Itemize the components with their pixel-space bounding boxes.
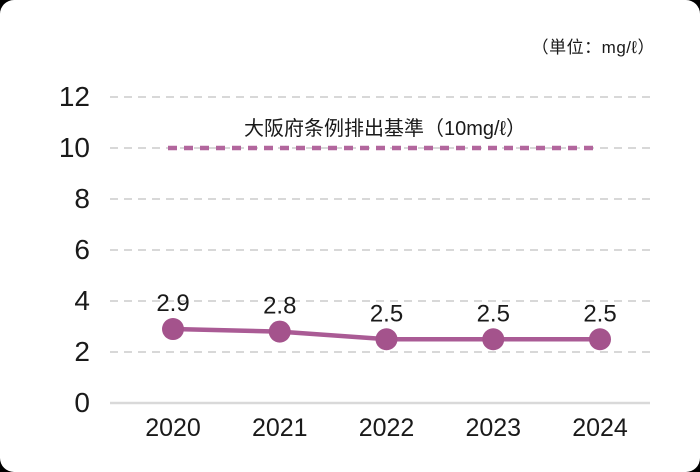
data-point-label: 2.8 [263,293,296,320]
y-tick-label: 0 [74,387,90,418]
reference-line-label: 大阪府条例排出基準（10mg/ℓ） [243,118,527,140]
x-tick-label: 2023 [465,414,521,442]
x-tick-label: 2020 [145,414,201,442]
y-tick-label: 8 [74,183,90,214]
unit-label: （単位：mg/ℓ） [531,38,655,57]
y-tick-label: 6 [74,234,90,265]
y-tick-label: 10 [59,132,90,163]
data-point-label: 2.5 [583,300,616,327]
data-point-label: 2.5 [370,300,403,327]
x-tick-label: 2021 [252,414,308,442]
y-tick-label: 2 [74,336,90,367]
x-tick-label: 2024 [572,414,628,442]
x-tick-label: 2022 [359,414,415,442]
y-tick-label: 12 [59,81,90,112]
data-point-marker [268,320,291,343]
data-point-marker [589,328,611,351]
y-tick-label: 4 [74,285,90,316]
data-point-marker [375,328,398,351]
data-point-marker [162,318,184,341]
data-point-label: 2.9 [156,290,189,317]
data-point-label: 2.5 [477,300,510,327]
data-point-marker [482,328,505,351]
